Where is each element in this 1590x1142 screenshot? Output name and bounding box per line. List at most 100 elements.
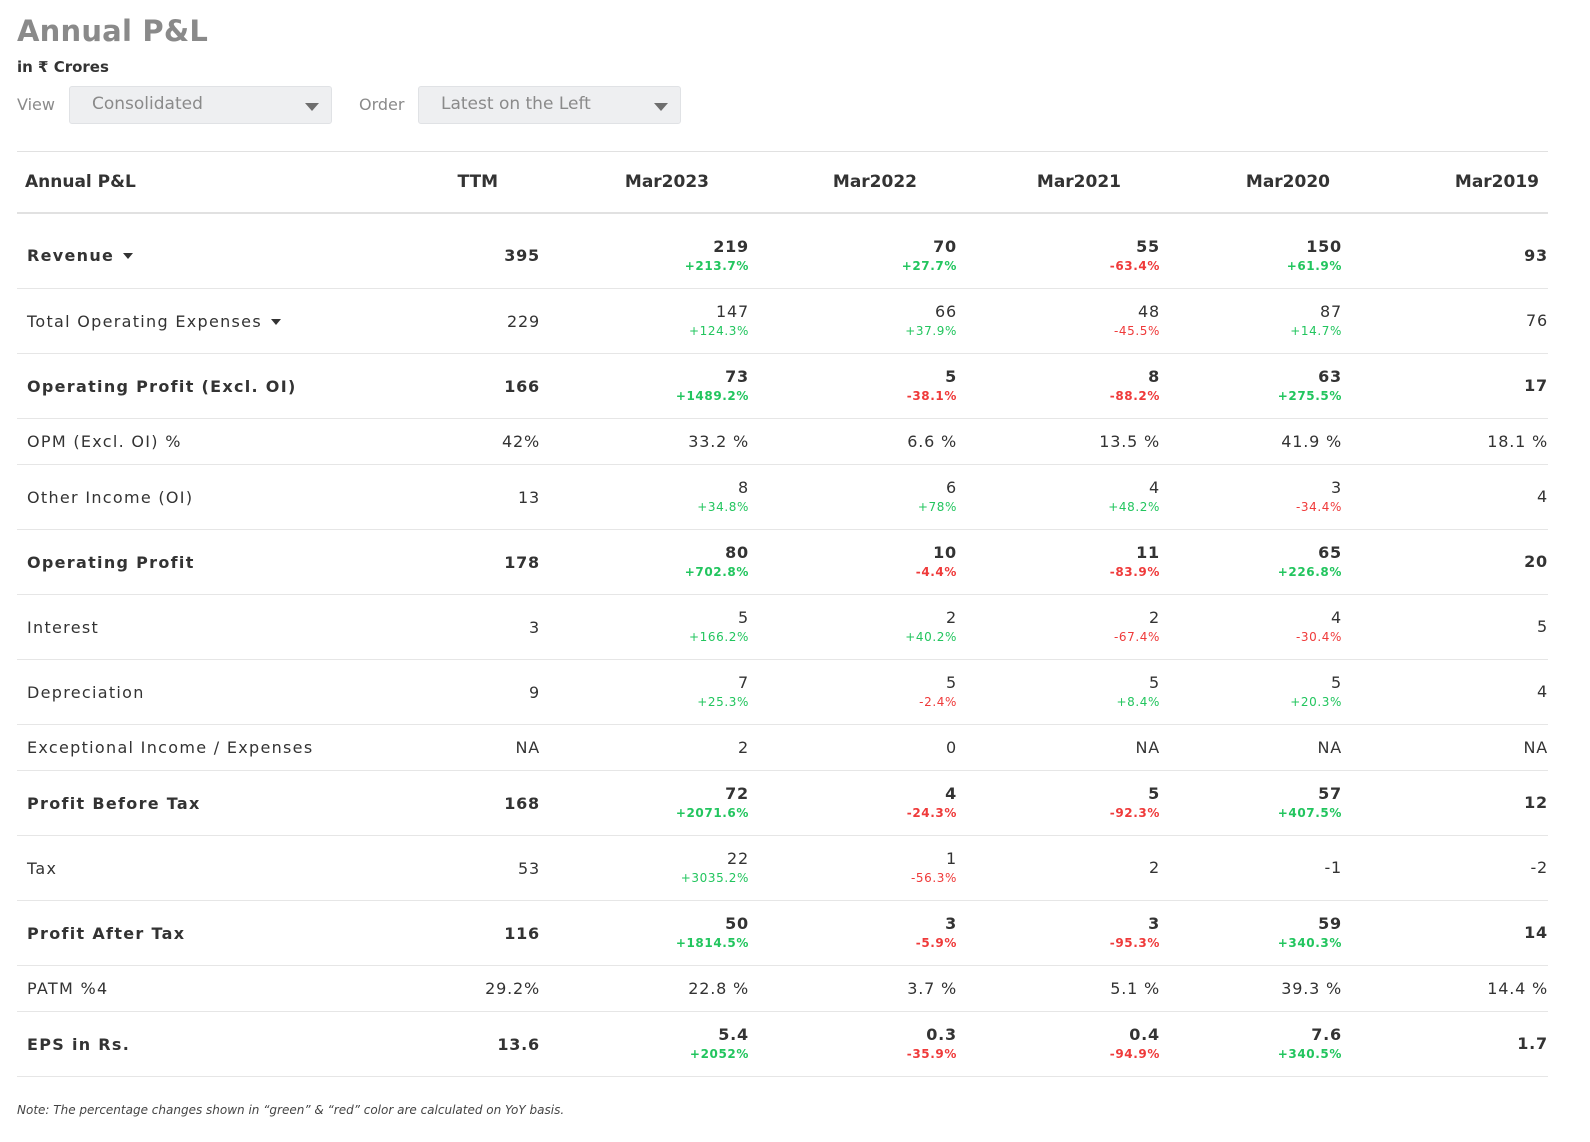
value-cell: 150 +61.9%: [1160, 213, 1342, 289]
footnote: Note: The percentage changes shown in “g…: [17, 1103, 565, 1117]
cell-value: 1: [946, 849, 957, 868]
value-cell: 11 -83.9%: [957, 530, 1160, 595]
value-cell: 57 +407.5%: [1160, 771, 1342, 836]
yoy-change: -94.9%: [1109, 1047, 1160, 1061]
value-cell: -1: [1160, 836, 1342, 901]
cell-value: 2: [738, 737, 749, 757]
value-cell: 14.4 %: [1342, 966, 1548, 1012]
row-label: Exceptional Income / Expenses: [27, 738, 314, 757]
table-row: OPM (Excl. OI) % 42% 33.2 % 6.6 % 13.5 % 41.9…: [17, 419, 1548, 465]
yoy-change: -63.4%: [1109, 258, 1160, 273]
yoy-change: +20.3%: [1290, 695, 1342, 709]
cell-value: 2: [1149, 858, 1160, 877]
ttm-cell: 53: [518, 858, 540, 878]
cell-value: 65: [1318, 543, 1342, 562]
value-cell: 14: [1342, 901, 1548, 966]
cell-value: 4: [1537, 487, 1548, 506]
chevron-down-icon: [654, 103, 668, 111]
table-row[interactable]: Revenue 395 219 +213.7% 70 +27.7% 55 -63.4% 150 +…: [17, 213, 1548, 289]
value-cell: 0.4 -94.9%: [957, 1012, 1160, 1077]
yoy-change: -38.1%: [906, 389, 957, 403]
cell-value: 0.4: [1129, 1025, 1160, 1044]
yoy-change: -4.4%: [915, 565, 957, 579]
row-label-cell: Operating Profit: [17, 530, 391, 595]
row-label-cell[interactable]: Revenue: [17, 213, 391, 289]
value-cell: 3 -34.4%: [1160, 465, 1342, 530]
yoy-change: +61.9%: [1286, 258, 1342, 273]
cell-value: 22.8 %: [688, 978, 749, 998]
expand-caret-icon[interactable]: [270, 318, 281, 325]
yoy-change: -83.9%: [1109, 565, 1160, 579]
table-row[interactable]: Total Operating Expenses 229 147 +124.3% 66 +…: [17, 289, 1548, 354]
order-select[interactable]: Latest on the Left: [418, 86, 681, 124]
cell-value: 7: [738, 673, 749, 692]
value-cell: 65 +226.8%: [1160, 530, 1342, 595]
yoy-change: +3035.2%: [680, 871, 749, 885]
view-select[interactable]: Consolidated: [69, 86, 332, 124]
ttm-cell: 166: [504, 376, 540, 396]
table-row: Operating Profit 178 80 +702.8% 10 -4.4% 11 -83…: [17, 530, 1548, 595]
value-cell: 20: [1342, 530, 1548, 595]
table-row: Profit Before Tax 168 72 +2071.6% 4 -24.3% 5 -9…: [17, 771, 1548, 836]
ttm-cell: 178: [504, 552, 540, 572]
cell-value: 80: [725, 543, 749, 562]
cell-value: 8: [1148, 367, 1160, 386]
row-label: Total Operating Expenses: [27, 311, 262, 331]
cell-value: 8: [738, 478, 749, 497]
value-cell: 4: [1342, 465, 1548, 530]
cell-value: 0.3: [926, 1025, 957, 1044]
cell-value: 3: [945, 914, 957, 933]
value-cell: 55 -63.4%: [957, 213, 1160, 289]
value-cell: 63 +275.5%: [1160, 354, 1342, 419]
row-label-cell[interactable]: Total Operating Expenses: [17, 289, 391, 354]
ttm-cell: 9: [529, 682, 540, 702]
value-cell: 12: [1342, 771, 1548, 836]
value-cell: 5 -92.3%: [957, 771, 1160, 836]
table-row: Profit After Tax 116 50 +1814.5% 3 -5.9% 3 -95.…: [17, 901, 1548, 966]
ttm-cell: 29.2%: [485, 979, 540, 998]
yoy-change: +1489.2%: [675, 389, 749, 403]
expand-caret-icon[interactable]: [123, 253, 134, 260]
cell-value: 63: [1318, 367, 1342, 386]
table-row: EPS in Rs. 13.6 5.4 +2052% 0.3 -35.9% 0.4 -94.9…: [17, 1012, 1548, 1077]
cell-value: 87: [1320, 302, 1342, 321]
cell-value: 4: [1331, 608, 1342, 627]
value-cell: 5 +8.4%: [957, 660, 1160, 725]
column-header-year: Mar2023: [624, 171, 709, 192]
row-label-cell: OPM (Excl. OI) %: [17, 419, 391, 465]
cell-value: NA: [1523, 737, 1548, 757]
value-cell: 3 -5.9%: [749, 901, 957, 966]
value-cell: 22 +3035.2%: [540, 836, 749, 901]
value-cell: 5.4 +2052%: [540, 1012, 749, 1077]
value-cell: NA: [1160, 725, 1342, 771]
row-label: Profit Before Tax: [27, 793, 201, 813]
cell-value: NA: [1135, 737, 1160, 757]
ttm-cell: NA: [515, 738, 540, 757]
value-cell: 87 +14.7%: [1160, 289, 1342, 354]
value-cell: 0: [749, 725, 957, 771]
value-cell: 4 -30.4%: [1160, 595, 1342, 660]
column-header-year: Mar2020: [1245, 171, 1330, 192]
cell-value: 50: [725, 914, 749, 933]
row-label: EPS in Rs.: [27, 1034, 131, 1054]
unit-label: in ₹ Crores: [17, 58, 109, 76]
cell-value: 5: [945, 367, 957, 386]
column-header-year: Mar2019: [1454, 171, 1539, 192]
value-cell: 13.5 %: [957, 419, 1160, 465]
row-label: Profit After Tax: [27, 923, 186, 943]
table-header-row: Annual P&L TTM Mar2023 Mar2022 Mar2021 M…: [17, 151, 1548, 213]
cell-value: 5.1 %: [1110, 978, 1160, 998]
table-row: Operating Profit (Excl. OI) 166 73 +1489.2%…: [17, 354, 1548, 419]
value-cell: 59 +340.3%: [1160, 901, 1342, 966]
ttm-cell: 229: [507, 311, 540, 331]
value-cell: 39.3 %: [1160, 966, 1342, 1012]
value-cell: NA: [957, 725, 1160, 771]
yoy-change: +124.3%: [688, 324, 749, 338]
row-label: Tax: [27, 858, 58, 878]
cell-value: 7.6: [1311, 1025, 1342, 1044]
row-label-cell: Other Income (OI): [17, 465, 391, 530]
value-cell: 3.7 %: [749, 966, 957, 1012]
yoy-change: +340.3%: [1277, 936, 1342, 950]
row-label: Other Income (OI): [27, 487, 194, 507]
row-label-cell: PATM %4: [17, 966, 391, 1012]
